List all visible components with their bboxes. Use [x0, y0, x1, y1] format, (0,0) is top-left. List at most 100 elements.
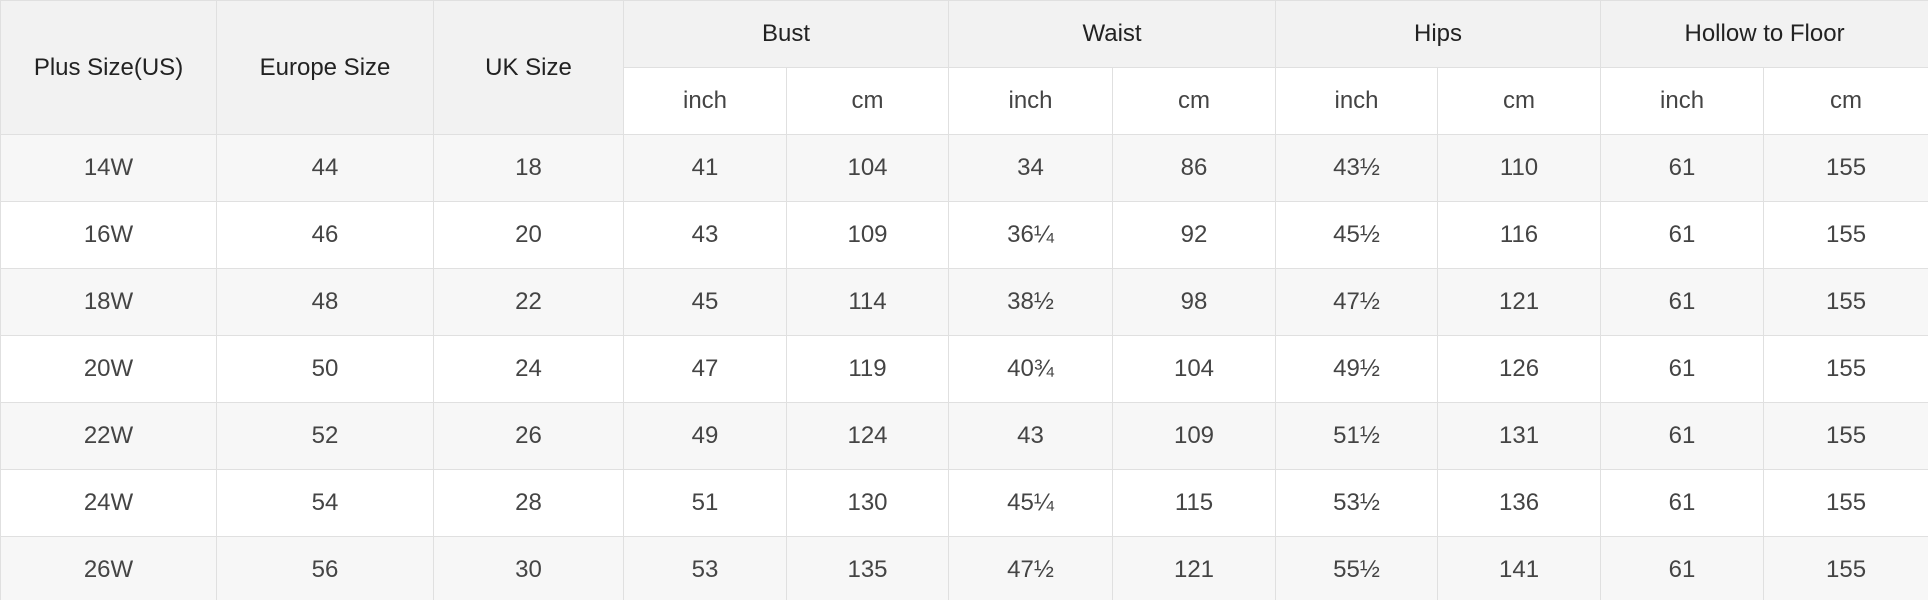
- data-cell: 61: [1600, 335, 1765, 403]
- data-cell: 110: [1437, 134, 1602, 202]
- unit-cell: cm: [1111, 67, 1277, 135]
- data-cell: 18: [433, 134, 624, 202]
- data-cell: 43: [623, 201, 787, 269]
- data-cell: 26: [433, 402, 624, 470]
- data-cell: 61: [1600, 536, 1765, 600]
- data-row: 16W 46 20 43 109 36¼ 92 45½ 116 61 155: [0, 201, 1928, 269]
- data-cell: 43½: [1275, 134, 1439, 202]
- data-cell: 104: [1111, 335, 1277, 403]
- unit-cell: cm: [1437, 67, 1602, 135]
- data-cell: 40¾: [948, 335, 1113, 403]
- data-cell: 115: [1111, 469, 1277, 537]
- data-cell: 44: [216, 134, 434, 202]
- data-cell: 22W: [0, 402, 217, 470]
- data-cell: 119: [786, 335, 949, 403]
- data-cell: 109: [786, 201, 949, 269]
- data-cell: 51: [623, 469, 787, 537]
- data-cell: 130: [786, 469, 949, 537]
- data-cell: 51½: [1275, 402, 1439, 470]
- data-cell: 155: [1763, 134, 1928, 202]
- unit-cell: inch: [1600, 67, 1765, 135]
- data-cell: 136: [1437, 469, 1602, 537]
- data-cell: 116: [1437, 201, 1602, 269]
- data-row: 26W 56 30 53 135 47½ 121 55½ 141 61 155: [0, 536, 1928, 600]
- data-cell: 155: [1763, 268, 1928, 336]
- unit-cell: cm: [1763, 67, 1928, 135]
- unit-cell: cm: [786, 67, 949, 135]
- data-cell: 46: [216, 201, 434, 269]
- data-cell: 135: [786, 536, 949, 600]
- data-cell: 109: [1111, 402, 1277, 470]
- data-row: 20W 50 24 47 119 40¾ 104 49½ 126 61 155: [0, 335, 1928, 403]
- data-cell: 14W: [0, 134, 217, 202]
- data-cell: 86: [1111, 134, 1277, 202]
- unit-cell: inch: [623, 67, 787, 135]
- data-cell: 155: [1763, 469, 1928, 537]
- data-cell: 61: [1600, 134, 1765, 202]
- data-cell: 41: [623, 134, 787, 202]
- header-cell: Bust: [623, 0, 949, 68]
- data-row: 18W 48 22 45 114 38½ 98 47½ 121 61 155: [0, 268, 1928, 336]
- data-cell: 28: [433, 469, 624, 537]
- data-cell: 34: [948, 134, 1113, 202]
- data-cell: 20: [433, 201, 624, 269]
- data-cell: 61: [1600, 469, 1765, 537]
- header-row: Plus Size(US) Europe Size UK Size Bust Waist…: [0, 0, 1928, 135]
- data-cell: 55½: [1275, 536, 1439, 600]
- data-cell: 98: [1111, 268, 1277, 336]
- data-cell: 61: [1600, 201, 1765, 269]
- data-cell: 45: [623, 268, 787, 336]
- data-cell: 20W: [0, 335, 217, 403]
- data-cell: 54: [216, 469, 434, 537]
- data-cell: 121: [1437, 268, 1602, 336]
- data-row: 24W 54 28 51 130 45¼ 115 53½ 136 61 155: [0, 469, 1928, 537]
- data-cell: 50: [216, 335, 434, 403]
- data-cell: 49½: [1275, 335, 1439, 403]
- data-cell: 16W: [0, 201, 217, 269]
- data-cell: 26W: [0, 536, 217, 600]
- data-row: 14W 44 18 41 104 34 86 43½ 110 61 155: [0, 134, 1928, 202]
- data-cell: 131: [1437, 402, 1602, 470]
- data-row: 22W 52 26 49 124 43 109 51½ 131 61 155: [0, 402, 1928, 470]
- data-cell: 30: [433, 536, 624, 600]
- data-cell: 114: [786, 268, 949, 336]
- data-cell: 61: [1600, 402, 1765, 470]
- data-cell: 126: [1437, 335, 1602, 403]
- data-cell: 45¼: [948, 469, 1113, 537]
- data-cell: 22: [433, 268, 624, 336]
- unit-cell: inch: [1275, 67, 1439, 135]
- data-cell: 47½: [1275, 268, 1439, 336]
- data-cell: 121: [1111, 536, 1277, 600]
- data-cell: 61: [1600, 268, 1765, 336]
- data-cell: 43: [948, 402, 1113, 470]
- data-cell: 45½: [1275, 201, 1439, 269]
- data-cell: 104: [786, 134, 949, 202]
- data-cell: 155: [1763, 536, 1928, 600]
- data-cell: 155: [1763, 201, 1928, 269]
- data-cell: 38½: [948, 268, 1113, 336]
- header-cell: Europe Size: [216, 0, 434, 135]
- header-cell: Plus Size(US): [0, 0, 217, 135]
- header-cell: Hips: [1275, 0, 1602, 68]
- data-cell: 49: [623, 402, 787, 470]
- data-cell: 155: [1763, 335, 1928, 403]
- data-cell: 92: [1111, 201, 1277, 269]
- data-cell: 47½: [948, 536, 1113, 600]
- data-cell: 24W: [0, 469, 217, 537]
- data-cell: 155: [1763, 402, 1928, 470]
- data-cell: 141: [1437, 536, 1602, 600]
- data-cell: 124: [786, 402, 949, 470]
- data-cell: 48: [216, 268, 434, 336]
- header-cell: UK Size: [433, 0, 624, 135]
- data-cell: 24: [433, 335, 624, 403]
- header-cell: Waist: [947, 0, 1277, 68]
- data-cell: 53: [623, 536, 787, 600]
- unit-cell: inch: [948, 67, 1113, 135]
- data-cell: 53½: [1275, 469, 1439, 537]
- data-cell: 36¼: [948, 201, 1113, 269]
- data-cell: 56: [216, 536, 434, 600]
- data-cell: 18W: [0, 268, 217, 336]
- data-cell: 47: [623, 335, 787, 403]
